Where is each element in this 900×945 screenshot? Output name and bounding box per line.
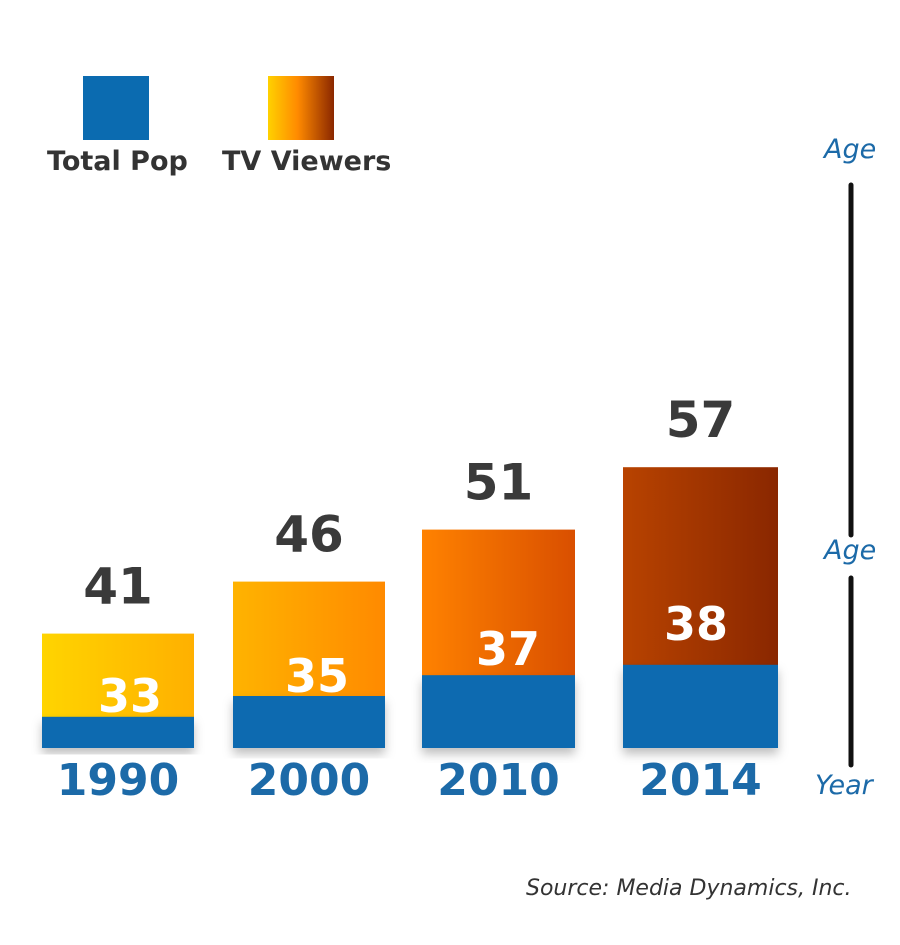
tv-viewers-value-1990: 41 (83, 558, 153, 616)
tv-viewers-value-2000: 46 (274, 506, 344, 564)
total-pop-bar-2000 (233, 696, 385, 748)
legend-label-tv-viewers: TV Viewers (222, 146, 392, 177)
year-label-2010: 2010 (437, 755, 559, 806)
labels-group: 41 33 1990 46 35 2000 51 37 2010 57 38 2014 (57, 391, 762, 806)
source-note: Source: Media Dynamics, Inc. (526, 876, 852, 901)
total-pop-bar-1990 (42, 716, 194, 748)
bars-group (42, 467, 778, 748)
year-label-2014: 2014 (639, 755, 761, 806)
tv-viewers-value-2010: 51 (464, 454, 534, 512)
legend-label-total-pop: Total Pop (47, 146, 188, 177)
total-pop-bar-2010 (422, 675, 575, 748)
total-pop-value-2000: 35 (285, 649, 349, 703)
year-label-2000: 2000 (248, 755, 370, 806)
total-pop-value-2014: 38 (664, 597, 728, 651)
axis-label-age-mid: Age (824, 535, 877, 566)
legend-swatch-tv-viewers (268, 76, 334, 140)
axis-label-year: Year (815, 770, 873, 801)
total-pop-value-2010: 37 (476, 622, 540, 676)
tv-viewers-value-2014: 57 (666, 391, 736, 449)
axis-label-age-top: Age (824, 134, 877, 165)
year-label-1990: 1990 (57, 755, 179, 806)
total-pop-bar-2014 (623, 664, 778, 748)
legend-swatch-total-pop (83, 76, 149, 140)
total-pop-value-1990: 33 (98, 669, 162, 723)
